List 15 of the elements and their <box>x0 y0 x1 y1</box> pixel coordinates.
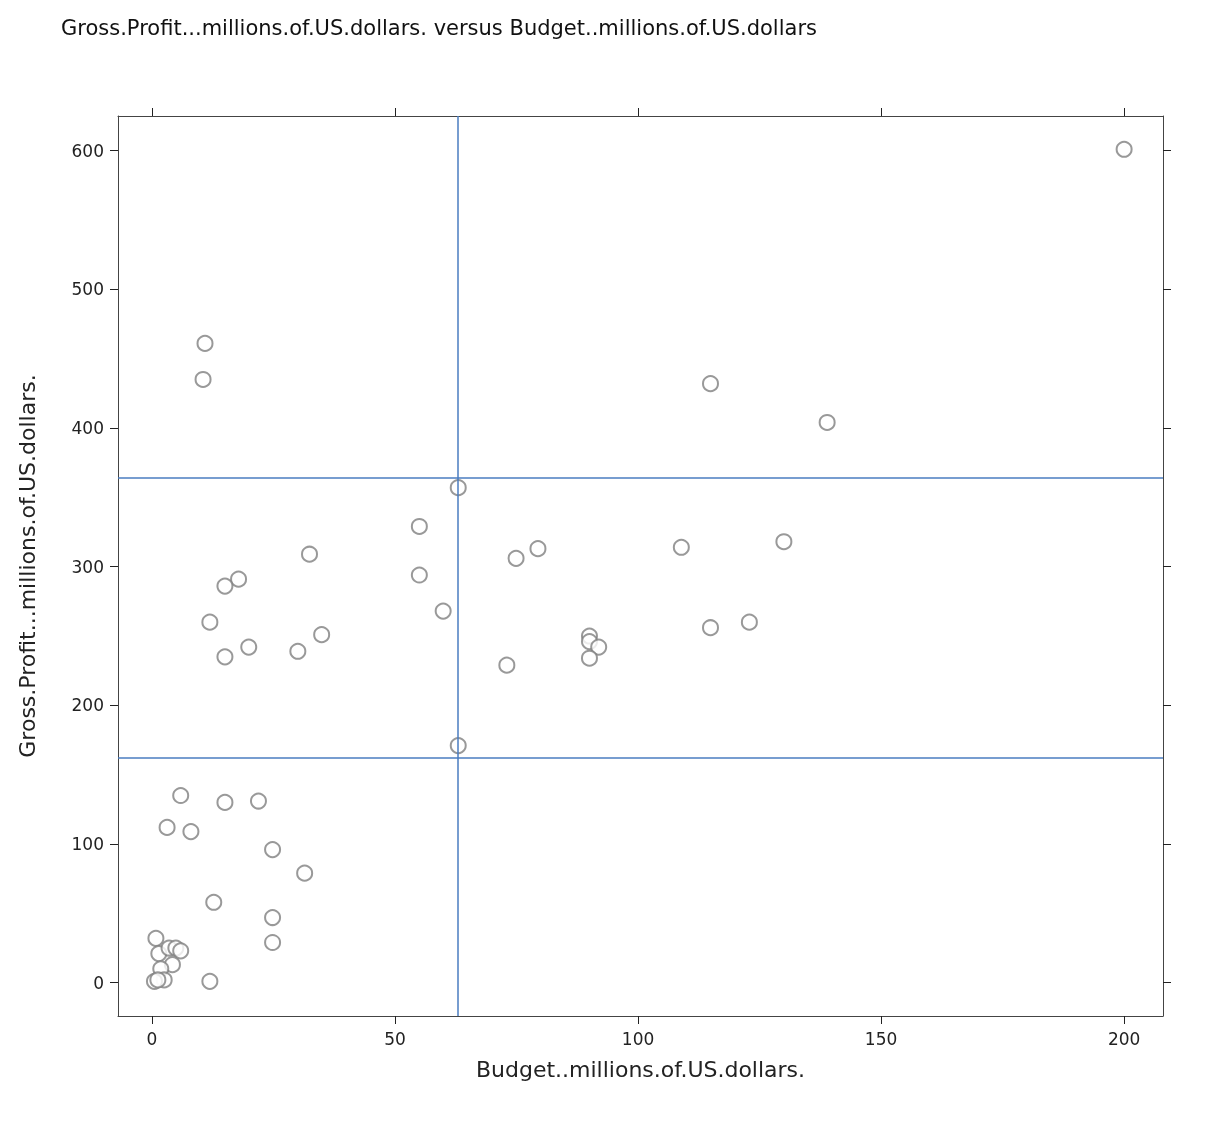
x-tick-label: 200 <box>1107 1028 1141 1049</box>
y-tick-label: 0 <box>93 972 104 993</box>
y-tick-label: 200 <box>71 695 104 716</box>
y-axis-title: Gross.Profit...millions.of.US.dollars. <box>14 374 40 758</box>
y-tick-label: 500 <box>71 279 104 300</box>
x-tick-label: 0 <box>146 1028 158 1049</box>
x-axis-title: Budget..millions.of.US.dollars. <box>475 1056 806 1082</box>
y-tick-label: 300 <box>71 556 104 577</box>
x-tick-label: 150 <box>864 1028 898 1049</box>
y-tick-label: 100 <box>71 834 104 855</box>
x-tick-label: 50 <box>384 1028 406 1049</box>
chart-title: Gross.Profit...millions.of.US.dollars. versus Budget..millions.of.US.dollars <box>61 15 817 40</box>
y-tick-label: 600 <box>71 140 104 161</box>
x-tick-label: 100 <box>621 1028 655 1049</box>
y-tick-label: 400 <box>71 418 104 439</box>
